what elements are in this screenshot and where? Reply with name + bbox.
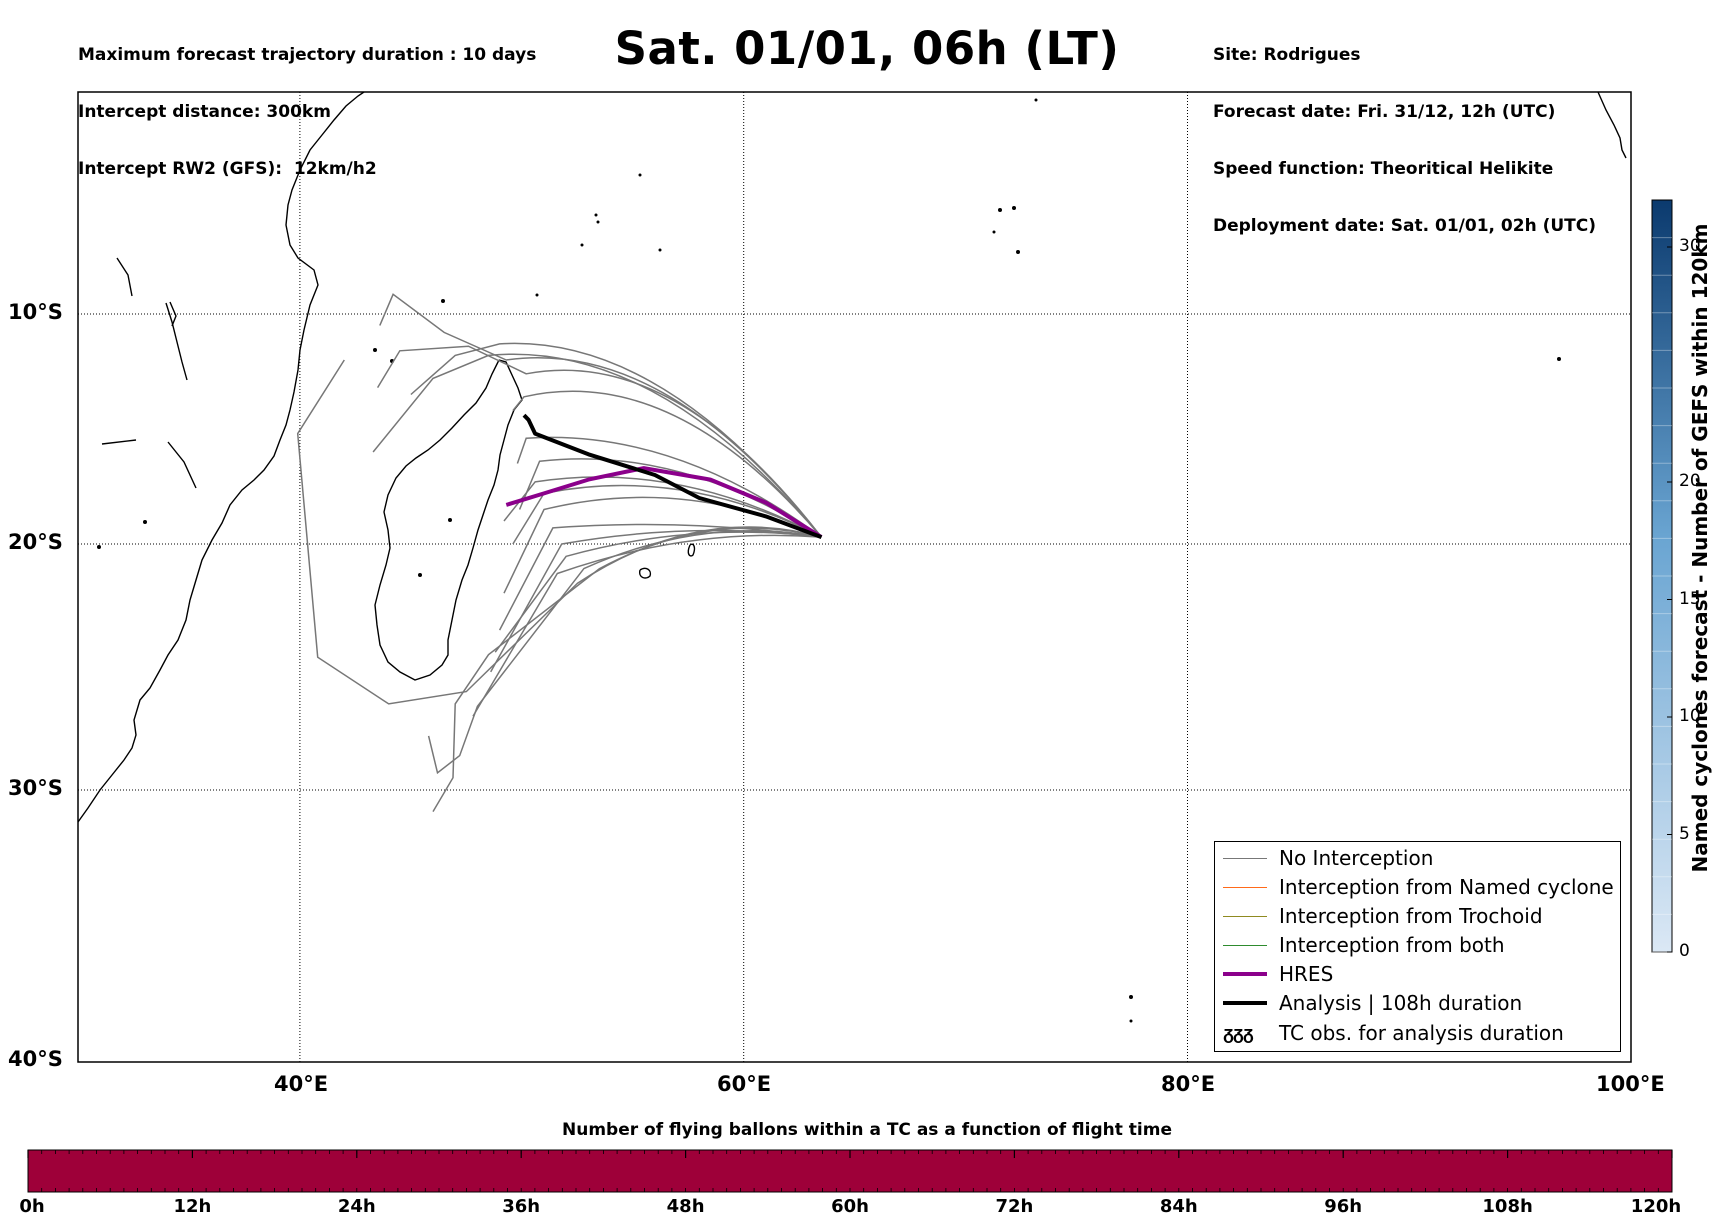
legend-item: Interception from both (1223, 933, 1505, 957)
colorbar-tick-label: 10 (1679, 706, 1701, 726)
time-label: 96h (1324, 1196, 1363, 1217)
reunion-coast (638, 567, 652, 579)
graticule (78, 92, 1631, 1062)
site-info: Site: Rodrigues Forecast date: Fri. 31/1… (1213, 8, 1596, 255)
site-info-line: Deployment date: Sat. 01/01, 02h (UTC) (1213, 216, 1597, 236)
time-bar-ticks (27, 1150, 1673, 1192)
gefs-trajectory (427, 529, 822, 775)
legend-item: Interception from Trochoid (1223, 904, 1543, 928)
legend-label: Analysis | 108h duration (1279, 991, 1523, 1015)
time-label: 108h (1482, 1196, 1533, 1217)
legend-label: Interception from Named cyclone (1279, 875, 1614, 899)
lat-label: 40°S (8, 1047, 63, 1071)
time-label: 36h (502, 1196, 541, 1217)
lon-label: 80°E (1161, 1072, 1216, 1096)
time-bar-title: Number of flying ballons within a TC as … (561, 1120, 1172, 1140)
legend-swatch (1223, 857, 1267, 859)
lon-label: 100°E (1596, 1072, 1665, 1096)
africa-coast (77, 91, 365, 823)
legend-label: TC obs. for analysis duration (1279, 1021, 1564, 1045)
lake-shore-3 (101, 439, 137, 445)
colorbar-title: Named cyclones forecast - Number of GEFS… (1688, 223, 1712, 873)
legend-swatch (1223, 944, 1267, 946)
gefs-trajectory (512, 484, 822, 545)
zanzibar-island (169, 301, 177, 327)
mauritius-coast (687, 543, 696, 557)
time-label: 120h (1630, 1196, 1682, 1217)
run-info-line: Intercept distance: 300km (78, 102, 331, 122)
time-label: 48h (666, 1196, 705, 1217)
time-label: 0h (19, 1196, 45, 1217)
gefs-trajectory (472, 534, 822, 717)
gefs-trajectory (372, 353, 822, 538)
colorbar-tick-label: 0 (1679, 941, 1690, 961)
lon-label: 60°E (717, 1072, 772, 1096)
legend-swatch (1223, 886, 1267, 888)
map-frame (77, 91, 1632, 1063)
time-label: 72h (995, 1196, 1034, 1217)
legend-item: Analysis | 108h duration (1223, 991, 1522, 1015)
site-info-line: Speed function: Theoritical Helikite (1213, 159, 1554, 179)
gefs-trajectory (512, 390, 822, 538)
lat-label: 20°S (8, 530, 63, 554)
gefs-trajectory (296, 359, 822, 705)
lake-shore (116, 257, 133, 297)
island-dots (97, 98, 1561, 1023)
gefs-trajectory (376, 345, 822, 538)
time-label: 12h (173, 1196, 212, 1217)
madagascar-coast (374, 359, 523, 681)
colorbar-tick-label: 30 (1679, 236, 1701, 256)
trajectory-lines (296, 293, 823, 812)
legend-item: Interception from Named cyclone (1223, 875, 1614, 899)
colorbar-tick-label: 15 (1679, 588, 1701, 609)
lon-label: 40°E (274, 1072, 329, 1096)
legend-label: Interception from Trochoid (1279, 904, 1543, 928)
legend-item: ᵹᵹᵹ TC obs. for analysis duration (1223, 1021, 1564, 1045)
colorbar-tick-label: 5 (1679, 823, 1690, 844)
gefs-trajectory (494, 531, 822, 653)
site-info-line: Site: Rodrigues (1213, 45, 1361, 65)
time-label: 60h (831, 1196, 869, 1217)
sri-lanka-coast (1597, 91, 1627, 159)
legend-label: No Interception (1279, 846, 1434, 870)
gefs-trajectory (516, 436, 822, 538)
coastlines (77, 91, 1627, 823)
run-info: Maximum forecast trajectory duration : 1… (78, 8, 536, 198)
lake-shore-2 (165, 302, 188, 381)
lat-label: 10°S (8, 300, 63, 324)
run-info-line: Intercept RW2 (GFS): 12km/h2 (78, 159, 377, 179)
time-label: 84h (1159, 1196, 1198, 1217)
tc-obs-icon: ᵹᵹᵹ (1223, 1022, 1254, 1044)
legend-item: HRES (1223, 962, 1333, 986)
time-label: 24h (337, 1196, 376, 1217)
page-title: Sat. 01/01, 06h (LT) (614, 22, 1120, 75)
lake-shore-4 (167, 441, 197, 489)
hres-trajectory (505, 466, 823, 539)
legend-item: No Interception (1223, 846, 1433, 870)
legend-label: Interception from both (1279, 933, 1505, 957)
colorbar-tick-label: 20 (1679, 471, 1701, 491)
legend-label: HRES (1279, 962, 1334, 986)
site-info-line: Forecast date: Fri. 31/12, 12h (UTC) (1213, 102, 1556, 122)
legend-swatch (1223, 972, 1267, 976)
map-legend: No Interception Interception from Named … (1214, 841, 1621, 1052)
run-info-line: Maximum forecast trajectory duration : 1… (78, 45, 537, 65)
colorbar-ticks (1652, 237, 1672, 953)
legend-swatch (1223, 1001, 1267, 1005)
colorbar (1651, 199, 1673, 953)
lat-label: 30°S (8, 776, 63, 800)
analysis-trajectory (522, 413, 823, 539)
legend-swatch (1223, 915, 1267, 917)
